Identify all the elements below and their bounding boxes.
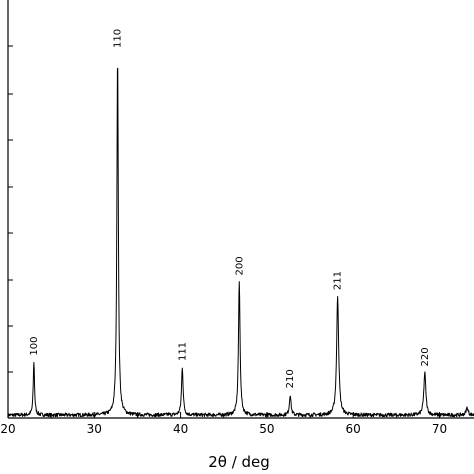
- peak-label-111: 111: [177, 342, 188, 361]
- x-tick-label: 40: [173, 422, 188, 436]
- x-tick-label: 30: [87, 422, 102, 436]
- x-tick-label: 60: [346, 422, 361, 436]
- peak-label-211: 211: [333, 271, 344, 290]
- y-axis: [7, 0, 13, 418]
- x-axis: 20 30 40 50 60 70: [0, 412, 474, 436]
- peak-label-110: 110: [113, 29, 124, 48]
- peak-label-220: 220: [420, 347, 431, 366]
- x-tick-label: 70: [432, 422, 447, 436]
- x-tick-label: 20: [0, 422, 15, 436]
- peak-labels: 100 110 111 200 210 211 220: [29, 29, 431, 388]
- x-tick-label: 50: [259, 422, 274, 436]
- peak-label-210: 210: [285, 369, 296, 388]
- peak-label-100: 100: [29, 336, 40, 355]
- x-axis-title: 2θ / deg: [208, 453, 270, 471]
- xrd-pattern-line: [7, 67, 474, 418]
- peak-label-200: 200: [234, 256, 245, 275]
- plot-area: [7, 67, 474, 418]
